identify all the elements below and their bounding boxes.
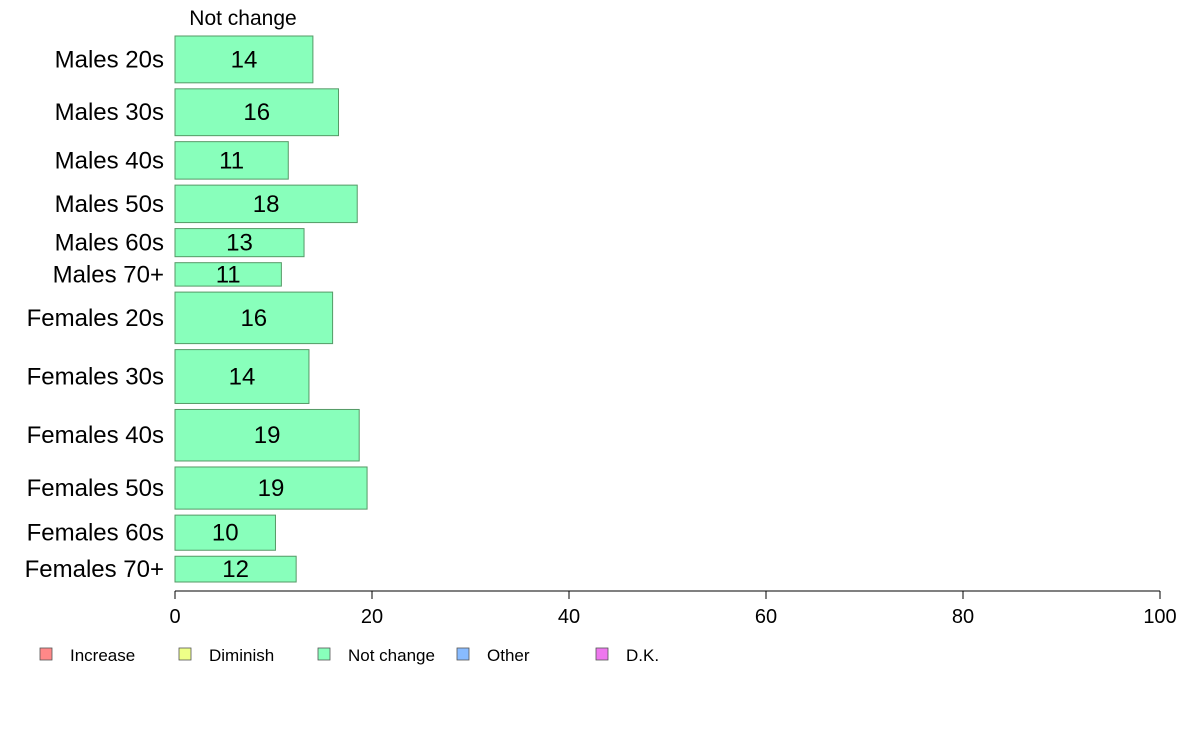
bar [174,88,340,137]
legend-label: Other [487,646,530,665]
bar [174,408,360,462]
category-label: Males 60s [55,230,164,257]
category-label: Females 20s [27,305,164,332]
bars: 14 Males 20s 16 Males 30s 11 Males 40s 18 Males… [25,35,368,583]
x-axis: 0 20 40 60 80 100 [169,590,1177,628]
category-label: Males 70+ [53,261,164,288]
tick-label: 20 [361,606,383,628]
bar [174,514,276,551]
bar [174,262,282,287]
bar [174,466,368,510]
legend-swatch [178,647,192,661]
legend: Increase Diminish Not change Other D.K. [39,646,659,665]
data-label: 14 [231,46,258,73]
data-label: 11 [219,147,244,174]
legend-swatch [317,647,331,661]
bar [174,184,358,224]
legend-swatch [39,647,53,661]
data-label: 16 [243,99,270,126]
tick-label: 100 [1143,606,1176,628]
category-label: Females 70+ [25,556,164,583]
legend-label: Increase [70,646,135,665]
legend-label: D.K. [626,646,659,665]
bar [174,291,334,345]
bar [174,35,314,84]
bar [174,228,305,258]
category-label: Males 20s [55,46,164,73]
data-label: 12 [222,556,249,583]
bar [174,555,297,583]
data-label: 11 [216,261,241,288]
legend-label: Not change [348,646,435,665]
tick-label: 60 [755,606,777,628]
tick-label: 80 [952,606,974,628]
tick-label: 40 [558,606,580,628]
legend-swatch [456,647,470,661]
column-header: Not change [189,7,296,30]
category-label: Males 40s [55,147,164,174]
data-label: 19 [254,422,281,449]
data-label: 14 [229,364,256,391]
bar [174,349,310,404]
category-label: Females 60s [27,520,164,547]
category-label: Males 50s [55,191,164,218]
category-label: Females 50s [27,475,164,502]
bar [174,141,289,180]
category-label: Females 30s [27,364,164,391]
data-label: 13 [226,230,253,257]
category-label: Males 30s [55,99,164,126]
data-label: 19 [258,475,285,502]
data-label: 10 [212,520,239,547]
category-label: Females 40s [27,422,164,449]
data-label: 16 [240,305,267,332]
data-label: 18 [253,191,280,218]
tick-label: 0 [169,606,180,628]
legend-label: Diminish [209,646,274,665]
legend-swatch [595,647,609,661]
